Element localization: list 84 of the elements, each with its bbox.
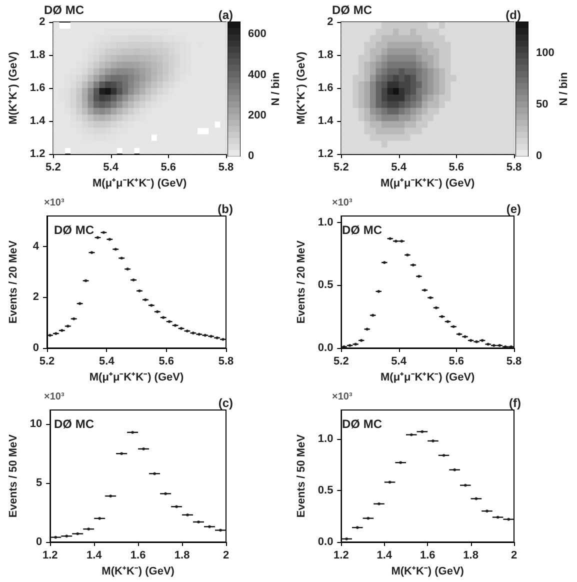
color-bar-title: N / bin xyxy=(270,72,282,106)
x-tick-label: 5.2 xyxy=(39,356,55,368)
color-bar-label: 50 xyxy=(536,98,548,110)
x-tick-label: 2 xyxy=(510,550,518,562)
y-tick-label: 0 xyxy=(36,536,42,548)
x-tick-label: 5.8 xyxy=(506,356,522,368)
y-tick-label: 1.4 xyxy=(318,115,334,128)
annotation: DØ MC xyxy=(342,223,382,237)
y-axis-title: Events / 20 MeV xyxy=(296,240,308,324)
x-tick-label: 5.6 xyxy=(448,356,464,368)
y-axis-title: Events / 50 MeV xyxy=(296,434,308,518)
chart-title: (d) xyxy=(506,8,522,22)
text: ×10³ xyxy=(332,392,353,402)
x-axis-title: M(μ⁺μ⁻K⁺K⁻) (GeV) xyxy=(92,178,188,190)
x-tick-label: 1.8 xyxy=(174,550,190,562)
y-tick-label: 5 xyxy=(36,477,42,490)
y-tick-label: 2 xyxy=(39,16,46,28)
color-bar-label: 400 xyxy=(248,68,266,81)
annotation: DØ MC xyxy=(342,417,382,431)
y-tick-label: 4 xyxy=(32,240,40,252)
x-axis-title: M(μ⁺μ⁻K⁺K⁻) (GeV) xyxy=(380,178,476,190)
y-tick-label: 1.6 xyxy=(318,82,334,94)
y-tick-label: 0 xyxy=(32,342,39,354)
x-tick-label: 1.4 xyxy=(86,550,103,562)
x-axis-title: M(K⁺K⁻) (GeV) xyxy=(391,565,464,578)
x-tick-label: 5.2 xyxy=(46,162,61,174)
chart-title: (c) xyxy=(218,396,234,410)
text: ×10³ xyxy=(44,392,65,402)
x-tick-label: 1.4 xyxy=(376,550,393,562)
color-bar-label: 600 xyxy=(248,28,266,40)
y-tick-label: 1.4 xyxy=(30,115,46,128)
y-tick-label: 1.2 xyxy=(30,148,46,160)
x-tick-label: 1.2 xyxy=(334,550,349,562)
y-tick-label: 2 xyxy=(327,16,334,28)
y-axis-title: M(K⁺K⁻) (GeV) xyxy=(296,51,308,124)
x-tick-label: 5.8 xyxy=(218,162,234,174)
x-tick-label: 2 xyxy=(222,550,230,562)
y-tick-label: 0.5 xyxy=(318,484,334,496)
x-tick-label: 5.2 xyxy=(334,162,349,174)
y-tick-label: 0.5 xyxy=(318,279,334,292)
y-tick-label: 1.0 xyxy=(318,216,334,228)
y-tick-label: 1.8 xyxy=(30,49,46,62)
x-tick-label: 5.4 xyxy=(103,162,120,174)
y-tick-label: 1.0 xyxy=(318,432,334,445)
text: DØ MC xyxy=(44,3,84,17)
y-axis-title: Events / 20 MeV xyxy=(8,240,20,324)
color-bar-label: 0 xyxy=(248,150,254,162)
x-tick-label: 5.8 xyxy=(218,356,234,368)
y-tick-label: 1.2 xyxy=(318,148,334,160)
x-tick-label: 5.6 xyxy=(158,356,174,368)
color-bar-label: 200 xyxy=(248,109,266,122)
x-tick-label: 1.6 xyxy=(130,550,146,562)
y-tick-label: 2 xyxy=(32,291,39,304)
y-axis-title: Events / 50 MeV xyxy=(8,434,20,518)
annotation: DØ MC xyxy=(54,417,94,431)
color-bar-label: 100 xyxy=(536,46,554,59)
x-axis-title: M(K⁺K⁻) (GeV) xyxy=(102,565,175,578)
text: ×10³ xyxy=(44,198,65,208)
x-tick-label: 1.8 xyxy=(463,550,478,562)
y-tick-label: 10 xyxy=(30,418,42,430)
x-tick-label: 5.4 xyxy=(391,162,408,174)
y-tick-label: 0.0 xyxy=(318,342,334,354)
x-tick-label: 5.4 xyxy=(99,356,116,368)
x-tick-label: 5.6 xyxy=(160,162,176,174)
y-tick-label: 1.8 xyxy=(318,49,334,62)
text: DØ MC xyxy=(332,3,372,17)
color-bar-title: N / bin xyxy=(558,72,570,106)
x-tick-label: 1.6 xyxy=(420,550,436,562)
chart-title: (e) xyxy=(506,202,522,216)
chart-title: (a) xyxy=(218,8,234,22)
chart-title: (f) xyxy=(509,396,522,410)
text: ×10³ xyxy=(332,198,353,208)
x-axis-title: M(μ⁺μ⁻K⁺K⁻) (GeV) xyxy=(89,371,184,384)
x-tick-label: 5.8 xyxy=(506,162,522,174)
chart-title: (b) xyxy=(218,202,234,216)
y-tick-label: 1.6 xyxy=(30,82,46,94)
y-tick-label: 0.0 xyxy=(318,536,334,548)
y-axis-title: M(K⁺K⁻) (GeV) xyxy=(8,51,20,124)
x-axis-title: M(μ⁺μ⁻K⁺K⁻) (GeV) xyxy=(380,371,476,384)
annotation: DØ MC xyxy=(54,223,94,237)
x-tick-label: 5.6 xyxy=(448,162,464,174)
x-tick-label: 5.4 xyxy=(391,356,408,368)
color-bar-label: 0 xyxy=(536,150,542,162)
x-tick-label: 5.2 xyxy=(334,356,349,368)
